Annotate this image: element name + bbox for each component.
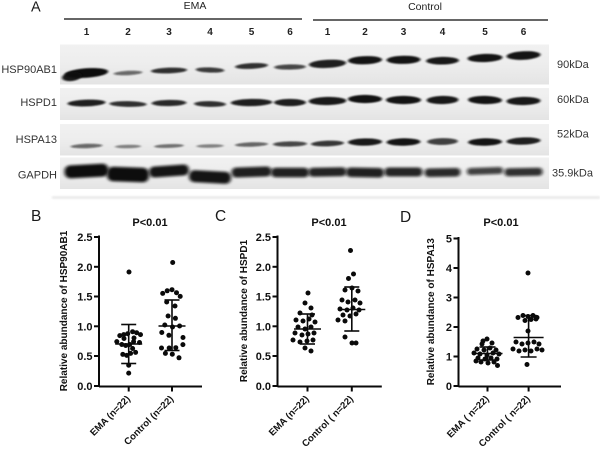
svg-text:HSPD1: HSPD1 [20, 97, 57, 109]
svg-text:5: 5 [249, 27, 255, 38]
svg-text:5: 5 [446, 234, 452, 246]
svg-text:EMA: EMA [184, 0, 207, 12]
svg-text:2.0: 2.0 [77, 262, 92, 274]
svg-text:D: D [400, 209, 411, 226]
svg-text:6: 6 [287, 27, 293, 38]
svg-text:Relative abundance of HSPD1: Relative abundance of HSPD1 [239, 239, 250, 382]
svg-text:GAPDH: GAPDH [18, 170, 57, 182]
svg-text:2: 2 [125, 27, 131, 38]
svg-text:P<0.01: P<0.01 [311, 217, 346, 229]
svg-text:1.5: 1.5 [77, 292, 92, 304]
svg-text:Relative abundance of HSP90AB1: Relative abundance of HSP90AB1 [59, 230, 70, 391]
svg-text:HSP90AB1: HSP90AB1 [1, 64, 57, 76]
svg-text:52kDa: 52kDa [557, 129, 590, 141]
svg-text:1.5: 1.5 [256, 292, 271, 304]
svg-text:4: 4 [440, 27, 446, 38]
svg-text:2.5: 2.5 [256, 232, 271, 244]
svg-text:A: A [31, 0, 41, 16]
svg-text:Relative abundance of HSPA13: Relative abundance of HSPA13 [426, 238, 437, 386]
svg-text:5: 5 [482, 27, 488, 38]
svg-text:B: B [31, 208, 41, 225]
svg-text:2.5: 2.5 [77, 232, 92, 244]
svg-text:C: C [215, 208, 226, 225]
svg-text:4: 4 [446, 263, 453, 275]
svg-text:3: 3 [446, 293, 452, 305]
svg-text:Control: Control [408, 1, 442, 13]
svg-text:6: 6 [521, 27, 527, 38]
svg-text:35.9kDa: 35.9kDa [552, 168, 594, 180]
svg-text:3: 3 [166, 27, 172, 38]
svg-text:1.0: 1.0 [77, 321, 92, 333]
svg-text:0.5: 0.5 [77, 351, 92, 363]
svg-text:2: 2 [362, 27, 368, 38]
svg-text:2: 2 [446, 322, 452, 334]
svg-text:4: 4 [207, 27, 213, 38]
svg-text:HSPA13: HSPA13 [16, 134, 57, 146]
svg-text:0: 0 [446, 381, 452, 393]
svg-text:90kDa: 90kDa [557, 59, 590, 71]
svg-text:P<0.01: P<0.01 [483, 217, 518, 229]
svg-text:P<0.01: P<0.01 [132, 217, 167, 229]
svg-text:0.0: 0.0 [256, 381, 271, 393]
svg-text:60kDa: 60kDa [557, 94, 590, 106]
svg-text:1: 1 [84, 27, 90, 38]
svg-text:0.5: 0.5 [256, 351, 271, 363]
svg-text:0.0: 0.0 [77, 381, 92, 393]
svg-text:1: 1 [446, 352, 452, 364]
svg-text:1.0: 1.0 [256, 321, 271, 333]
svg-text:2.0: 2.0 [256, 262, 271, 274]
svg-text:3: 3 [401, 27, 407, 38]
svg-text:1: 1 [325, 27, 331, 38]
